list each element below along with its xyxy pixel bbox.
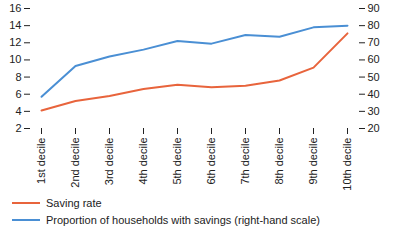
svg-text:5th decile: 5th decile	[171, 138, 183, 185]
svg-text:60: 60	[368, 53, 380, 65]
svg-text:90: 90	[368, 2, 380, 14]
svg-text:8: 8	[15, 71, 21, 83]
svg-text:4: 4	[15, 105, 21, 117]
svg-text:16: 16	[9, 2, 21, 14]
svg-text:3rd decile: 3rd decile	[103, 138, 115, 186]
svg-text:14: 14	[9, 19, 21, 31]
svg-text:12: 12	[9, 36, 21, 48]
svg-text:6: 6	[15, 88, 21, 100]
svg-text:2nd decile: 2nd decile	[69, 138, 81, 188]
html-text:Saving rate: Saving rate	[46, 196, 102, 209]
svg-text:50: 50	[368, 71, 380, 83]
svg-text:4th decile: 4th decile	[137, 138, 149, 185]
svg-text:70: 70	[368, 36, 380, 48]
svg-text:80: 80	[368, 19, 380, 31]
svg-text:7th decile: 7th decile	[239, 138, 251, 185]
svg-text:8th decile: 8th decile	[273, 138, 285, 185]
svg-text:30: 30	[368, 105, 380, 117]
svg-text:20: 20	[368, 122, 380, 134]
svg-text:2: 2	[15, 122, 21, 134]
svg-text:10th decile: 10th decile	[341, 138, 353, 191]
svg-text:10: 10	[9, 53, 21, 65]
html-text:Proportion of households with: Proportion of households with savings (r…	[46, 213, 320, 226]
svg-text:1st decile: 1st decile	[35, 138, 47, 184]
svg-text:6th decile: 6th decile	[205, 138, 217, 185]
svg-text:9th decile: 9th decile	[307, 138, 319, 185]
svg-text:40: 40	[368, 88, 380, 100]
